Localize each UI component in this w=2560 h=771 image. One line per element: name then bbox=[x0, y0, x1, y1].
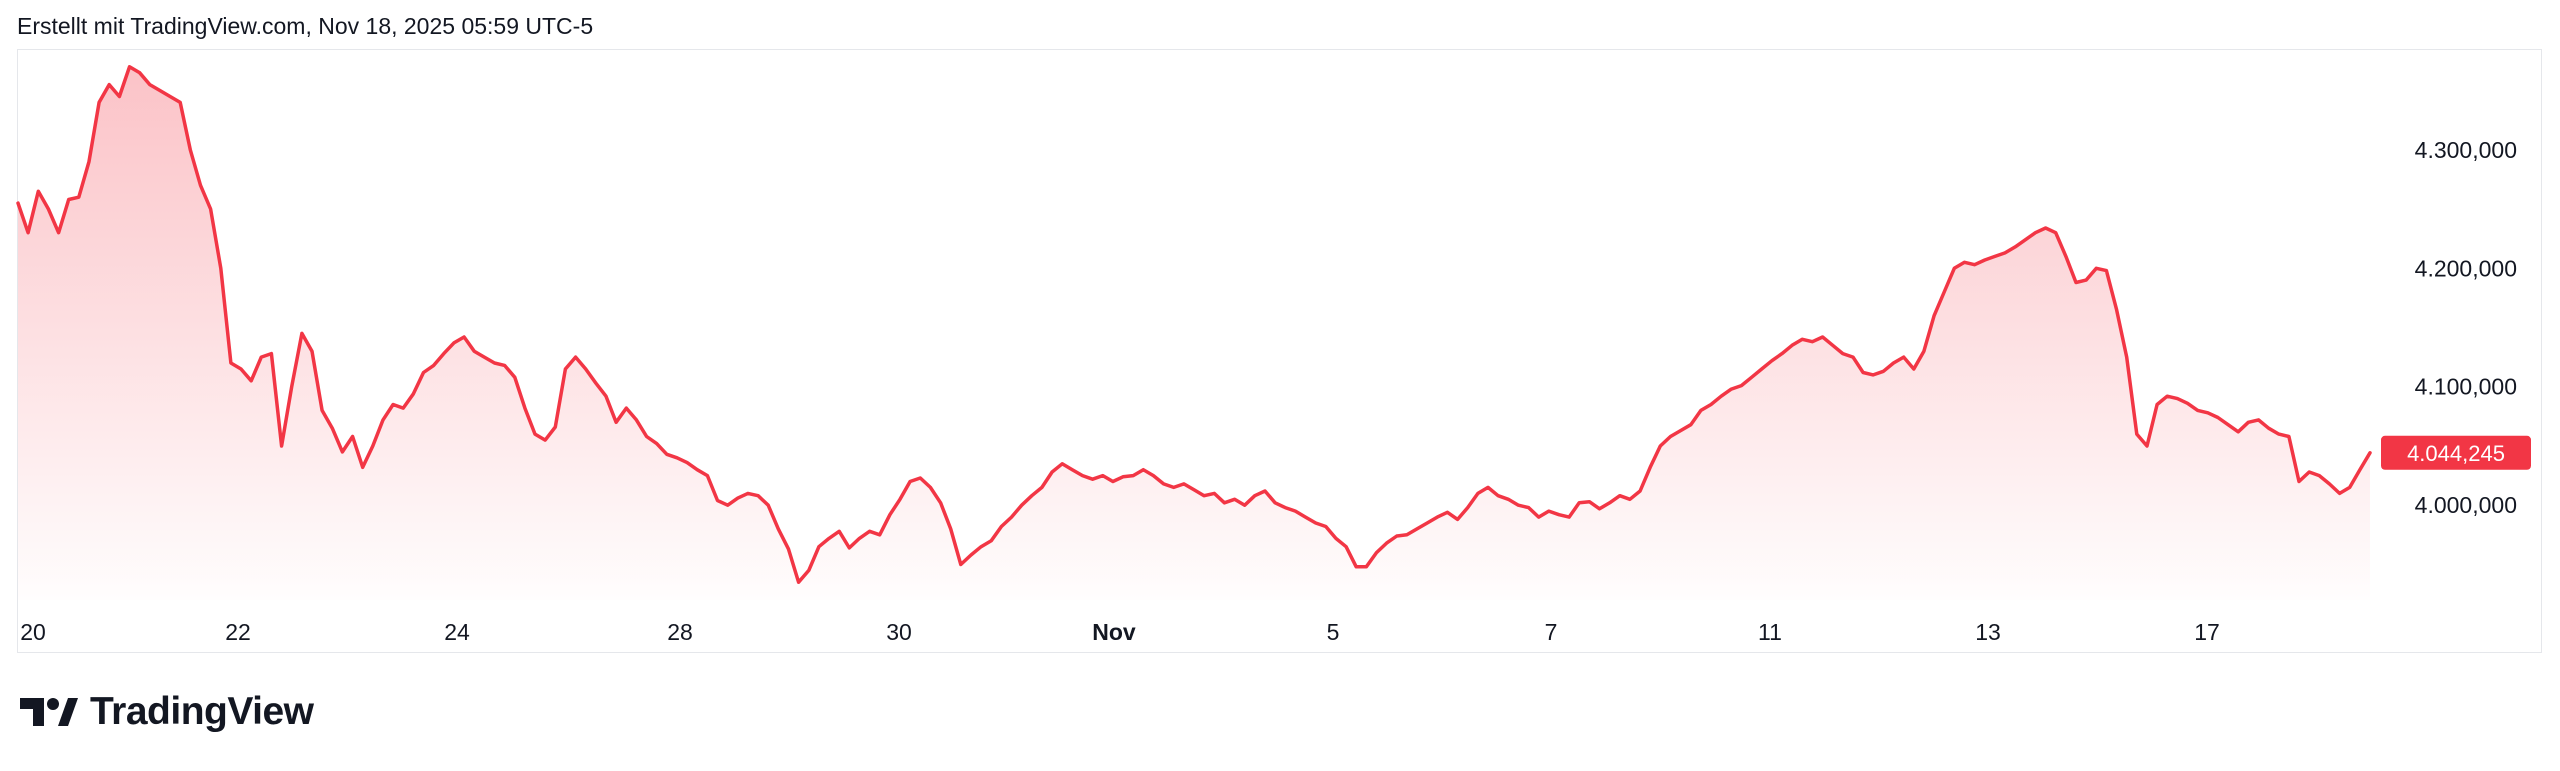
x-tick-label: 17 bbox=[2194, 619, 2220, 645]
x-tick-label: 24 bbox=[444, 619, 470, 645]
y-tick-label: 4.300,000 bbox=[2415, 137, 2517, 163]
chart-caption: Erstellt mit TradingView.com, Nov 18, 20… bbox=[17, 13, 594, 39]
x-tick-label: 28 bbox=[667, 619, 693, 645]
y-tick-label: 4.200,000 bbox=[2415, 255, 2517, 281]
chart-frame bbox=[17, 49, 2542, 653]
x-tick-label: 11 bbox=[1758, 619, 1782, 645]
y-axis: 4.300,000 4.200,000 4.100,000 4.000,000 bbox=[2415, 137, 2517, 518]
x-tick-label: 7 bbox=[1545, 619, 1558, 645]
x-tick-label: 20 bbox=[20, 619, 46, 645]
x-axis: 20 22 24 28 30 Nov 5 7 11 13 17 bbox=[20, 619, 2220, 645]
last-price-label: 4.044,245 bbox=[2407, 441, 2505, 466]
y-tick-label: 4.100,000 bbox=[2415, 374, 2517, 400]
brand: TradingView bbox=[20, 690, 314, 734]
x-tick-label: 22 bbox=[225, 619, 251, 645]
x-tick-label: 5 bbox=[1327, 619, 1340, 645]
last-price-label-background bbox=[2381, 435, 2531, 470]
y-tick-label: 4.000,000 bbox=[2415, 492, 2517, 518]
brand-name: TradingView bbox=[90, 690, 314, 733]
price-chart[interactable]: 20 22 24 28 30 Nov 5 7 11 13 17 4.300,000 4.200,000… bbox=[0, 0, 2560, 660]
x-tick-label: 13 bbox=[1975, 619, 2001, 645]
x-tick-label: 30 bbox=[886, 619, 912, 645]
x-tick-label: Nov bbox=[1092, 619, 1136, 645]
tradingview-logo-icon bbox=[20, 698, 78, 726]
price-area-fill bbox=[18, 66, 2370, 601]
last-price-marker: 4.044,245 bbox=[2381, 435, 2531, 470]
price-line bbox=[16, 65, 2372, 584]
